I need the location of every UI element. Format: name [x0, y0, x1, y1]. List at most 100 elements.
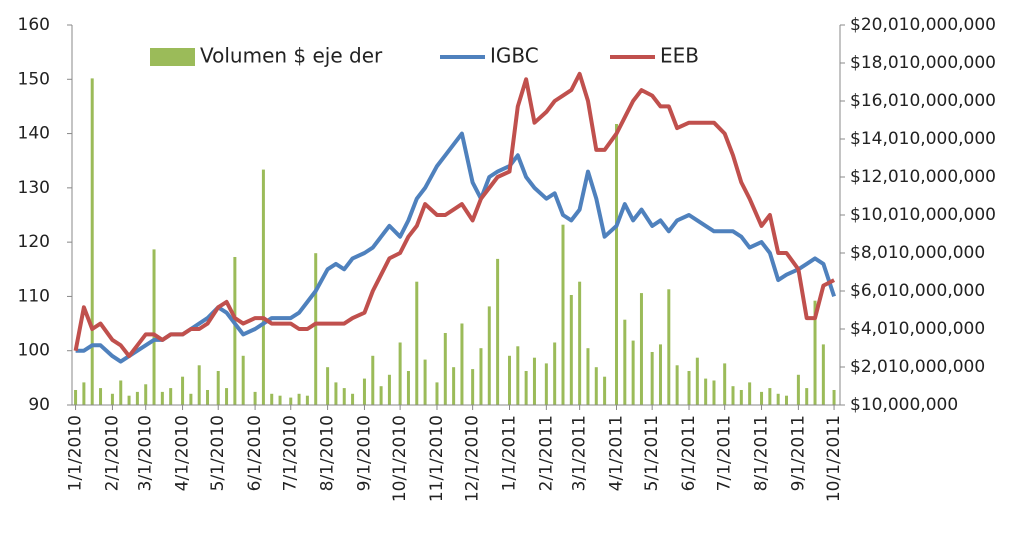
legend-label: Volumen $ eje der: [200, 44, 383, 68]
x-tick-label: 7/1/2011: [715, 415, 735, 491]
volume-bar: [832, 389, 836, 405]
volume-bar: [813, 300, 817, 405]
volume-bar: [614, 123, 618, 406]
volume-bar: [270, 393, 274, 405]
y-tick-label: 160: [18, 15, 50, 35]
volume-bar: [144, 384, 148, 405]
volume-bar: [110, 393, 114, 405]
volume-bar: [160, 391, 164, 405]
volume-bar: [471, 369, 475, 405]
x-tick-label: 9/1/2010: [354, 415, 374, 491]
volume-bar: [261, 169, 265, 405]
volume-bar: [127, 395, 131, 405]
volume-bar: [739, 389, 743, 405]
y2-tick-label: $8,010,000,000: [850, 243, 985, 263]
volume-bar: [479, 348, 483, 405]
line-igbc: [75, 131, 836, 364]
x-tick-label: 2/1/2011: [536, 415, 556, 491]
x-tick-label: 5/1/2011: [642, 415, 662, 491]
volume-bar: [569, 294, 573, 405]
volume-bar: [278, 395, 282, 405]
volume-bar: [460, 323, 464, 405]
volume-bar: [435, 382, 439, 405]
volume-bar: [289, 397, 293, 405]
y2-tick-label: $18,010,000,000: [850, 53, 996, 73]
volume-bar: [443, 332, 447, 405]
volume-bar: [712, 380, 716, 405]
volume-bar: [452, 367, 456, 405]
y-tick-label: 150: [18, 69, 50, 89]
y2-tick-label: $2,010,000,000: [850, 357, 985, 377]
x-tick-label: 1/1/2010: [66, 415, 86, 491]
volume-bar: [206, 389, 210, 405]
y2-tick-label: $10,000,000: [850, 395, 958, 415]
y2-tick-label: $12,010,000,000: [850, 167, 996, 187]
volume-bar: [379, 386, 383, 405]
volume-bar: [796, 374, 800, 405]
volume-bar: [675, 365, 679, 405]
volume-bar: [189, 393, 193, 405]
volume-bar: [423, 359, 427, 405]
y2-tick-label: $16,010,000,000: [850, 91, 996, 111]
volume-bar: [704, 378, 708, 405]
y-tick-label: 100: [18, 341, 50, 361]
volume-bar: [578, 281, 582, 405]
x-tick-label: 1/1/2011: [499, 415, 519, 491]
volume-bar: [99, 388, 103, 405]
legend-swatch: [150, 48, 195, 66]
volume-bar: [82, 382, 86, 405]
volume-bar: [351, 393, 355, 405]
volume-bar: [723, 363, 727, 405]
y2-tick-label: $14,010,000,000: [850, 129, 996, 149]
volume-bar: [398, 342, 402, 405]
volume-bar: [631, 340, 635, 405]
volume-bar: [667, 289, 671, 405]
volume-bar: [197, 365, 201, 405]
volume-bar: [119, 380, 123, 405]
x-tick-label: 11/1/2010: [427, 415, 447, 502]
volume-bar: [362, 378, 366, 405]
x-tick-label: 7/1/2010: [281, 415, 301, 491]
x-tick-label: 10/1/2011: [824, 415, 844, 502]
volume-bar: [297, 393, 301, 405]
volume-bar: [623, 319, 627, 405]
volume-bar: [785, 395, 789, 405]
volume-bar: [487, 306, 491, 405]
volume-bar: [216, 370, 220, 405]
volume-bar: [695, 357, 699, 405]
volume-bar: [553, 342, 557, 405]
volume-bar: [586, 348, 590, 405]
x-tick-label: 2/1/2010: [102, 415, 122, 491]
x-tick-label: 3/1/2011: [570, 415, 590, 491]
volume-bar: [241, 355, 245, 405]
volume-bar: [169, 388, 173, 405]
x-tick-label: 4/1/2011: [606, 415, 626, 491]
y2-tick-label: $20,010,000,000: [850, 15, 996, 35]
y-tick-label: 90: [28, 395, 50, 415]
volume-bar: [731, 386, 735, 405]
x-tick-label: 8/1/2011: [752, 415, 772, 491]
y2-tick-label: $6,010,000,000: [850, 281, 985, 301]
y-tick-label: 120: [18, 232, 50, 252]
volume-bar: [603, 376, 607, 405]
line-eeb: [73, 71, 836, 359]
volume-bar: [760, 391, 764, 405]
volume-bar: [233, 256, 237, 405]
volume-bar: [90, 78, 94, 405]
x-tick-label: 4/1/2010: [173, 415, 193, 491]
y-tick-label: 140: [18, 124, 50, 144]
x-tick-label: 10/1/2010: [390, 415, 410, 502]
y-tick-label: 110: [18, 286, 50, 306]
volume-bar: [768, 388, 772, 405]
x-tick-label: 9/1/2011: [788, 415, 808, 491]
volume-bar: [594, 367, 598, 405]
volume-bar: [225, 388, 229, 405]
volume-bar: [152, 249, 156, 405]
x-tick-label: 5/1/2010: [208, 415, 228, 491]
volume-bar: [406, 370, 410, 405]
volume-bar: [334, 382, 338, 405]
volume-bar: [821, 344, 825, 405]
volume-bar: [639, 293, 643, 405]
volume-bar: [326, 367, 330, 405]
